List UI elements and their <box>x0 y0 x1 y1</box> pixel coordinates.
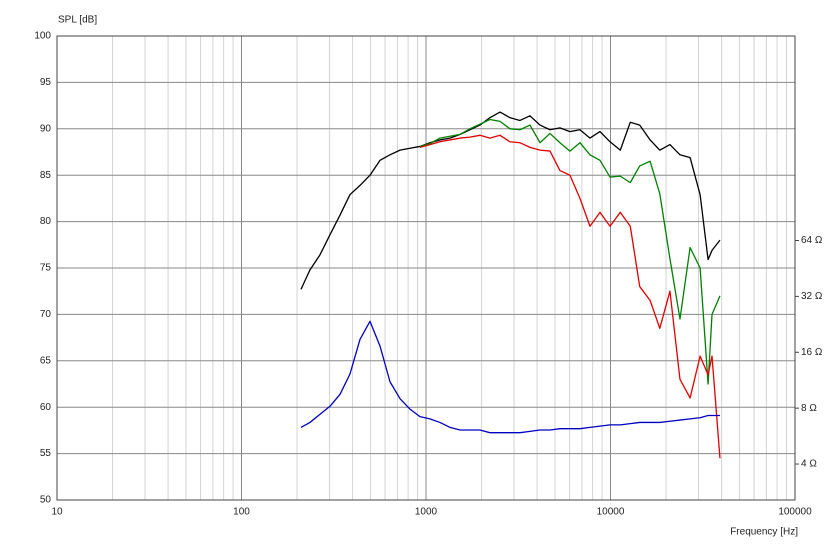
x-axis-label: Frequency [Hz] <box>730 527 798 538</box>
y-tick-label: 60 <box>40 402 52 413</box>
y-tick-label: 80 <box>40 216 52 227</box>
x-tick-label: 10000 <box>597 507 625 518</box>
x-tick-label: 1000 <box>415 507 438 518</box>
y-tick-label: 50 <box>40 495 52 506</box>
x-tick-label: 100000 <box>778 507 812 518</box>
y2-tick-label: 16 Ω <box>801 347 823 358</box>
series-line <box>419 118 721 385</box>
x-tick-label: 10 <box>51 507 63 518</box>
series-line <box>300 320 720 434</box>
y2-tick-label: 64 Ω <box>801 235 823 246</box>
y2-tick-label: 32 Ω <box>801 291 823 302</box>
y-tick-label: 85 <box>40 170 52 181</box>
y2-tick-label: 8 Ω <box>801 403 817 414</box>
y2-tick-label: 4 Ω <box>801 459 817 470</box>
x-tick-label: 100 <box>233 507 250 518</box>
y-tick-label: 65 <box>40 355 52 366</box>
series-line <box>300 111 721 290</box>
y-axis-label: SPL [dB] <box>58 15 97 26</box>
y-tick-label: 55 <box>40 448 52 459</box>
y-tick-label: 90 <box>40 123 52 134</box>
plot-frame <box>56 35 796 501</box>
y-tick-label: 70 <box>40 309 52 320</box>
y-tick-label: 75 <box>40 263 52 274</box>
series-line <box>419 134 721 459</box>
y-tick-label: 95 <box>40 77 52 88</box>
y-tick-label: 100 <box>34 31 51 42</box>
